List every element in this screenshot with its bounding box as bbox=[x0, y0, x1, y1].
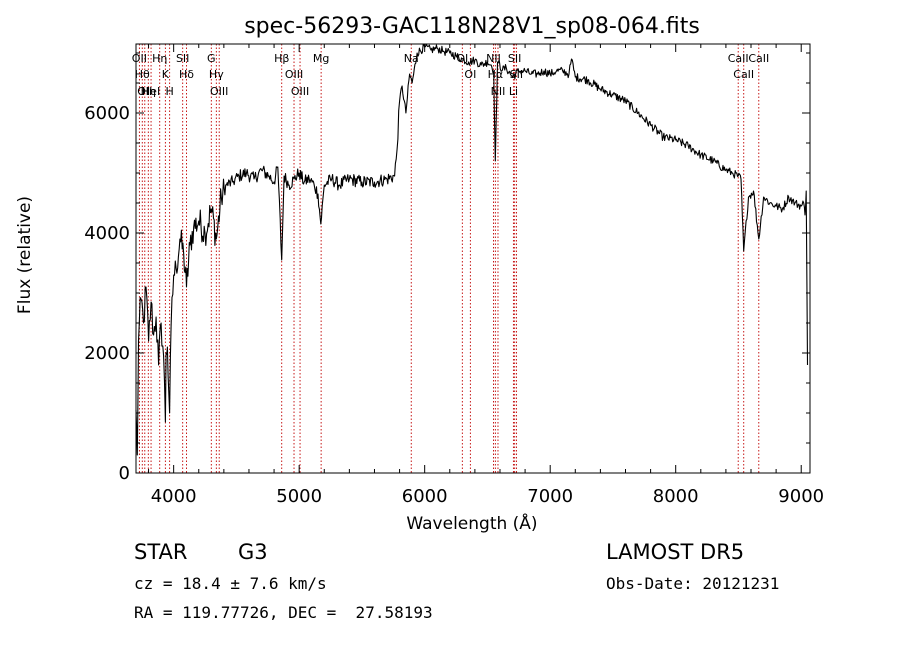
x-tick-label: 6000 bbox=[402, 486, 448, 507]
line-marker-label: G bbox=[207, 52, 216, 65]
line-marker-label: Na bbox=[404, 52, 419, 65]
survey-name: LAMOST DR5 bbox=[606, 540, 745, 564]
line-marker-label: NII bbox=[491, 85, 506, 98]
line-marker-label: Hγ bbox=[209, 68, 224, 81]
line-marker-label: Mg bbox=[313, 52, 329, 65]
redshift-readout: cz = 18.4 ± 7.6 km/s bbox=[134, 574, 327, 593]
y-tick-label: 2000 bbox=[84, 343, 130, 364]
line-marker-label: CaII bbox=[733, 68, 754, 81]
line-marker-label: OII bbox=[137, 85, 152, 98]
line-marker-label: Hβ bbox=[274, 52, 289, 65]
line-marker-label: SII bbox=[508, 52, 521, 65]
x-axis-ticks: 4000 5000 6000 7000 8000 9000 bbox=[148, 44, 824, 507]
coordinates-readout: RA = 119.77726, DEC = 27.58193 bbox=[134, 603, 433, 622]
line-marker-label: OI bbox=[464, 68, 476, 81]
y-axis-ticks: 0 2000 4000 6000 bbox=[84, 52, 810, 484]
y-tick-label: 6000 bbox=[84, 103, 130, 124]
line-marker-label: H bbox=[165, 85, 173, 98]
line-marker-label: Hη bbox=[152, 52, 167, 65]
line-marker-label: CaII bbox=[728, 52, 749, 65]
line-marker-label: CaII bbox=[748, 52, 769, 65]
x-tick-label: 8000 bbox=[653, 486, 699, 507]
line-marker-label: OIII bbox=[210, 85, 228, 98]
spectral-line-labels: OIIHθOIIHηHeIHηKHSIIHδGHγOIIIHβOIIIOIIIM… bbox=[132, 52, 769, 98]
y-tick-label: 4000 bbox=[84, 223, 130, 244]
y-tick-label: 0 bbox=[119, 463, 130, 484]
line-marker-label: OIII bbox=[291, 85, 309, 98]
x-axis-label: Wavelength (Å) bbox=[406, 512, 537, 534]
spectral-line-markers bbox=[138, 44, 760, 473]
x-tick-label: 7000 bbox=[527, 486, 573, 507]
line-marker-label: Hη bbox=[141, 85, 156, 98]
line-marker-label: Li bbox=[509, 85, 518, 98]
object-class: STAR bbox=[134, 540, 188, 564]
plot-frame bbox=[135, 43, 811, 474]
line-marker-label: OII bbox=[132, 52, 147, 65]
line-marker-label: Hα bbox=[488, 68, 504, 81]
y-axis-label: Flux (relative) bbox=[15, 196, 35, 314]
line-marker-label: OIII bbox=[285, 68, 303, 81]
line-marker-label: K bbox=[162, 68, 170, 81]
object-subclass: G3 bbox=[238, 540, 268, 564]
line-marker-label: Hθ bbox=[135, 68, 150, 81]
line-marker-label: SII bbox=[176, 52, 189, 65]
line-marker-label: HeI bbox=[142, 85, 160, 98]
spectrum-line bbox=[135, 43, 809, 456]
chart-title: spec-56293-GAC118N28V1_sp08-064.fits bbox=[244, 14, 700, 39]
line-marker-label: Hδ bbox=[179, 68, 194, 81]
x-tick-label: 9000 bbox=[778, 486, 824, 507]
x-tick-label: 5000 bbox=[276, 486, 322, 507]
obs-date-readout: Obs-Date: 20121231 bbox=[606, 574, 780, 593]
x-tick-label: 4000 bbox=[151, 486, 197, 507]
